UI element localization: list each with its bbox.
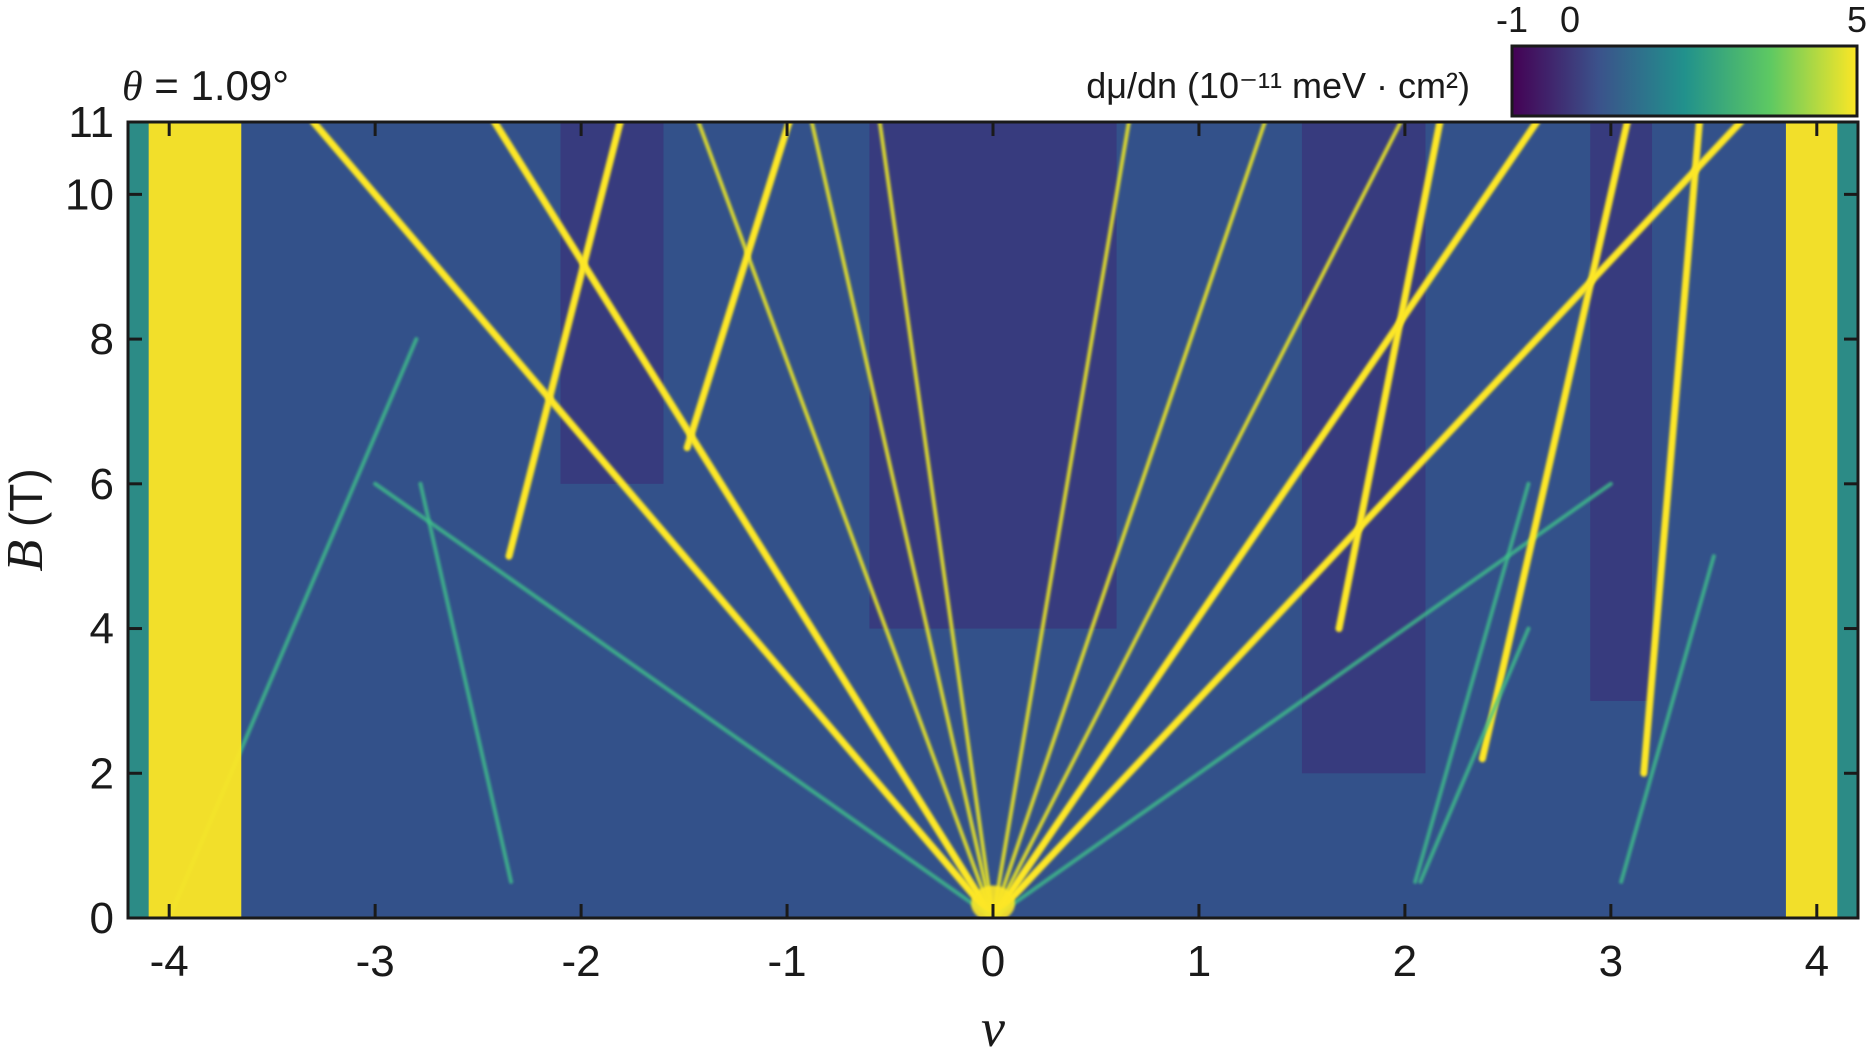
fan-line-21 — [1418, 626, 1531, 884]
fan-line-6 — [991, 122, 1131, 918]
theta-value: = 1.09° — [143, 62, 289, 109]
fan-line-14 — [683, 122, 793, 452]
x-tick-label: -1 — [767, 937, 806, 986]
edge-bands — [128, 122, 1858, 918]
fan-line-16 — [1640, 122, 1703, 777]
x-tick-label: 0 — [981, 937, 1005, 986]
colorbar-tick-min: -1 — [1496, 0, 1528, 40]
fan-line-9 — [989, 122, 1541, 918]
landau-fan-lines — [167, 122, 1745, 918]
edge-band-0 — [148, 122, 242, 918]
y-tick-label: 8 — [90, 315, 114, 364]
y-tick-label: 6 — [90, 460, 114, 509]
theta-symbol: θ — [122, 64, 143, 110]
x-axis-label: ν — [981, 998, 1005, 1053]
edge-outer-0 — [128, 122, 149, 918]
y-axis-symbol: B — [0, 540, 54, 572]
x-axis: -4 -3 -2 -1 0 1 2 3 4 — [150, 122, 1829, 986]
colorbar-label: dμ/dn (10⁻¹¹ meV · cm²) — [1086, 65, 1470, 106]
origin-glow — [971, 885, 1015, 918]
colorbar: dμ/dn (10⁻¹¹ meV · cm²) -1 0 5 — [1086, 0, 1867, 118]
x-tick-label: -4 — [150, 937, 189, 986]
fan-line-11 — [373, 481, 995, 918]
plot-area — [128, 122, 1858, 918]
x-tick-label: 4 — [1805, 937, 1829, 986]
fan-line-22 — [1619, 554, 1716, 884]
x-tick-label: 3 — [1599, 937, 1623, 986]
theta-annotation: θ = 1.09° — [122, 62, 289, 110]
dark-region-2 — [1590, 122, 1653, 701]
fan-line-15 — [1478, 122, 1631, 763]
fan-line-17 — [1335, 122, 1444, 633]
y-tick-label: 0 — [90, 894, 114, 943]
fan-line-0 — [309, 122, 997, 918]
fan-line-10 — [989, 122, 1745, 918]
fan-line-13 — [505, 122, 624, 560]
colorbar-gradient — [1510, 44, 1859, 118]
y-axis: 0 2 4 6 8 10 11 — [65, 98, 1858, 943]
colorbar-tick-zero: 0 — [1560, 0, 1580, 40]
fan-line-4 — [877, 122, 995, 918]
fan-line-1 — [491, 122, 997, 918]
y-tick-label: 10 — [65, 170, 114, 219]
y-axis-label: B (T) — [0, 468, 54, 571]
x-tick-label: -3 — [356, 937, 395, 986]
x-tick-label: 2 — [1393, 937, 1417, 986]
fan-line-20 — [1413, 481, 1531, 884]
fan-line-8 — [991, 122, 1403, 918]
edge-band-1 — [1785, 122, 1838, 918]
x-tick-label: 1 — [1187, 937, 1211, 986]
colorbar-tick-max: 5 — [1847, 0, 1867, 40]
y-axis-unit: (T) — [0, 468, 52, 540]
y-tick-label: 4 — [90, 605, 114, 654]
fan-line-7 — [991, 122, 1267, 918]
x-tick-label: -2 — [562, 937, 601, 986]
dark-region-1 — [1301, 122, 1426, 774]
fan-line-19 — [418, 481, 514, 884]
y-tick-label: 2 — [90, 749, 114, 798]
edge-outer-1 — [1837, 122, 1858, 918]
y-tick-label: 11 — [68, 98, 114, 147]
fan-line-3 — [809, 122, 995, 918]
